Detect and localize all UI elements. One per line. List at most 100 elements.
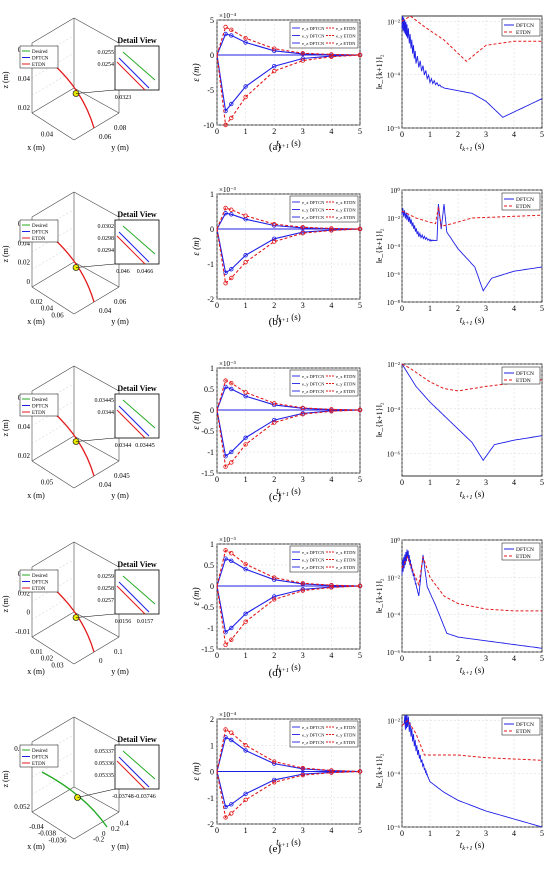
error-legend: e_x DFTCN e_y DFTCN e_z DFTCN e_x ETDN e_y E…: [289, 195, 359, 223]
series-line: [216, 379, 361, 411]
x-axis-label: x (m): [27, 667, 45, 676]
legend-label: e_x DFTCN: [302, 550, 325, 555]
y-tick-label: 0.4: [120, 819, 129, 827]
series-marker: [243, 561, 248, 567]
series-marker: [357, 583, 363, 589]
series-line: [216, 207, 361, 230]
x-tick-label: 1: [244, 475, 248, 484]
x-tick-label: 2: [456, 130, 460, 139]
y-tick-label: 0: [210, 406, 214, 415]
series-marker: [357, 52, 363, 58]
x-tick-label: 5: [358, 475, 362, 484]
series-marker: [229, 551, 234, 556]
legend-label: e_y DFTCN: [302, 382, 325, 387]
series-dftcn: [401, 714, 543, 828]
series-marker: [223, 122, 228, 128]
series-line: [216, 26, 361, 56]
y-tick-label: 0: [210, 582, 214, 591]
x-axis-label: tk+1 (s): [460, 315, 484, 327]
series-marker: [243, 748, 248, 753]
y-axis-label: ‖e_{k+1}‖₂: [375, 753, 384, 788]
x-tick-label: 1: [244, 127, 248, 136]
legend-label: e_x ETDN: [336, 725, 356, 730]
detail-y-tick: 0.05336: [95, 761, 115, 767]
detail-x-tick: 0.0157: [137, 619, 154, 625]
legend-label: e_x ETDN: [336, 374, 356, 379]
series-marker: [243, 390, 248, 395]
z-axis-label: z (m): [1, 245, 10, 262]
grid-line: [31, 70, 75, 96]
detail-dftcn: [118, 405, 150, 437]
detail-pointer: [75, 89, 116, 94]
x-tick-label: 0: [400, 478, 404, 487]
x-tick-label: 0.04: [41, 131, 54, 139]
x-axis-label: tk+1 (s): [460, 489, 484, 501]
series-marker: [229, 267, 234, 272]
x-tick-label: 0: [400, 654, 404, 663]
grid-line: [31, 594, 75, 620]
panel-label: (a): [269, 141, 282, 153]
series-marker: [329, 409, 334, 414]
x-tick-label: 4: [329, 301, 333, 310]
detail-etdn: [116, 235, 146, 265]
series-marker: [243, 435, 248, 440]
series-marker: [272, 402, 277, 408]
x-tick-label: 5: [540, 130, 544, 139]
series-marker: [300, 58, 305, 63]
detail-view-box: [114, 744, 160, 790]
series-marker: [229, 730, 234, 735]
x-tick-label: 2: [272, 826, 276, 835]
x-axis-label: tk+1 (s): [460, 665, 484, 677]
legend-label: Desired: [32, 50, 48, 55]
y-tick-label: 0.5: [204, 561, 214, 570]
detail-dftcn: [118, 57, 150, 89]
legend-label: ETDN: [516, 30, 531, 36]
legend-box: [289, 195, 359, 223]
series-etdn: [401, 555, 542, 612]
series-dftcn: [401, 203, 543, 292]
legend-label: e_y DFTCN: [302, 208, 325, 213]
legend-box: [289, 369, 359, 397]
series-marker: [229, 33, 234, 38]
x-tick-label: 0: [400, 304, 404, 313]
z-tick-label: 0.04: [18, 75, 31, 83]
series-line: [216, 409, 361, 458]
y-axis-label: ε (m): [191, 63, 201, 81]
x-tick-label: 3: [484, 478, 488, 487]
series-line: [216, 770, 361, 808]
legend-label: ETDN: [32, 237, 46, 242]
z-tick-label: 0.04: [18, 423, 31, 431]
box-edge: [73, 786, 120, 813]
box-edge: [31, 716, 75, 743]
series-line: [216, 585, 361, 646]
detail-view-box: [114, 45, 160, 91]
series-line: [216, 228, 361, 285]
box-edge: [31, 611, 75, 638]
y-axis-label: ε (m): [191, 411, 201, 429]
detail-x-tick: 0.0344: [115, 443, 132, 449]
z-tick-label: 0.02: [18, 104, 31, 112]
legend-label: DFTCN: [516, 722, 534, 728]
y-tick-label: 0.2: [111, 825, 120, 833]
legend-label: ETDN: [32, 762, 46, 767]
norm-plot-b: 10⁰ 10⁻² 10⁻⁴ 10⁻⁶ 10⁻⁸0 1 2 3 4 5 ‖e_{k+1}‖₂ tk+1 …: [375, 187, 544, 327]
box-edge: [73, 365, 120, 392]
y-tick-label: 10⁻²: [387, 574, 400, 582]
exponent-label: ×10⁻³: [219, 536, 236, 544]
series-marker: [229, 625, 234, 631]
series-marker: [243, 791, 248, 797]
legend-label: e_x ETDN: [336, 26, 356, 31]
series-marker: [229, 811, 234, 816]
y-tick-label: 0.06: [99, 133, 112, 141]
detail-y-tick: 0.0302: [98, 224, 115, 230]
detail-etdn: [116, 585, 146, 615]
series-marker: [243, 213, 248, 218]
box-edge: [73, 460, 120, 489]
detail-y-tick: 0.0298: [98, 236, 115, 242]
series-marker: [229, 275, 234, 281]
detail-y-tick: 0.0255: [98, 50, 115, 56]
y-tick-label: -5: [207, 86, 214, 95]
